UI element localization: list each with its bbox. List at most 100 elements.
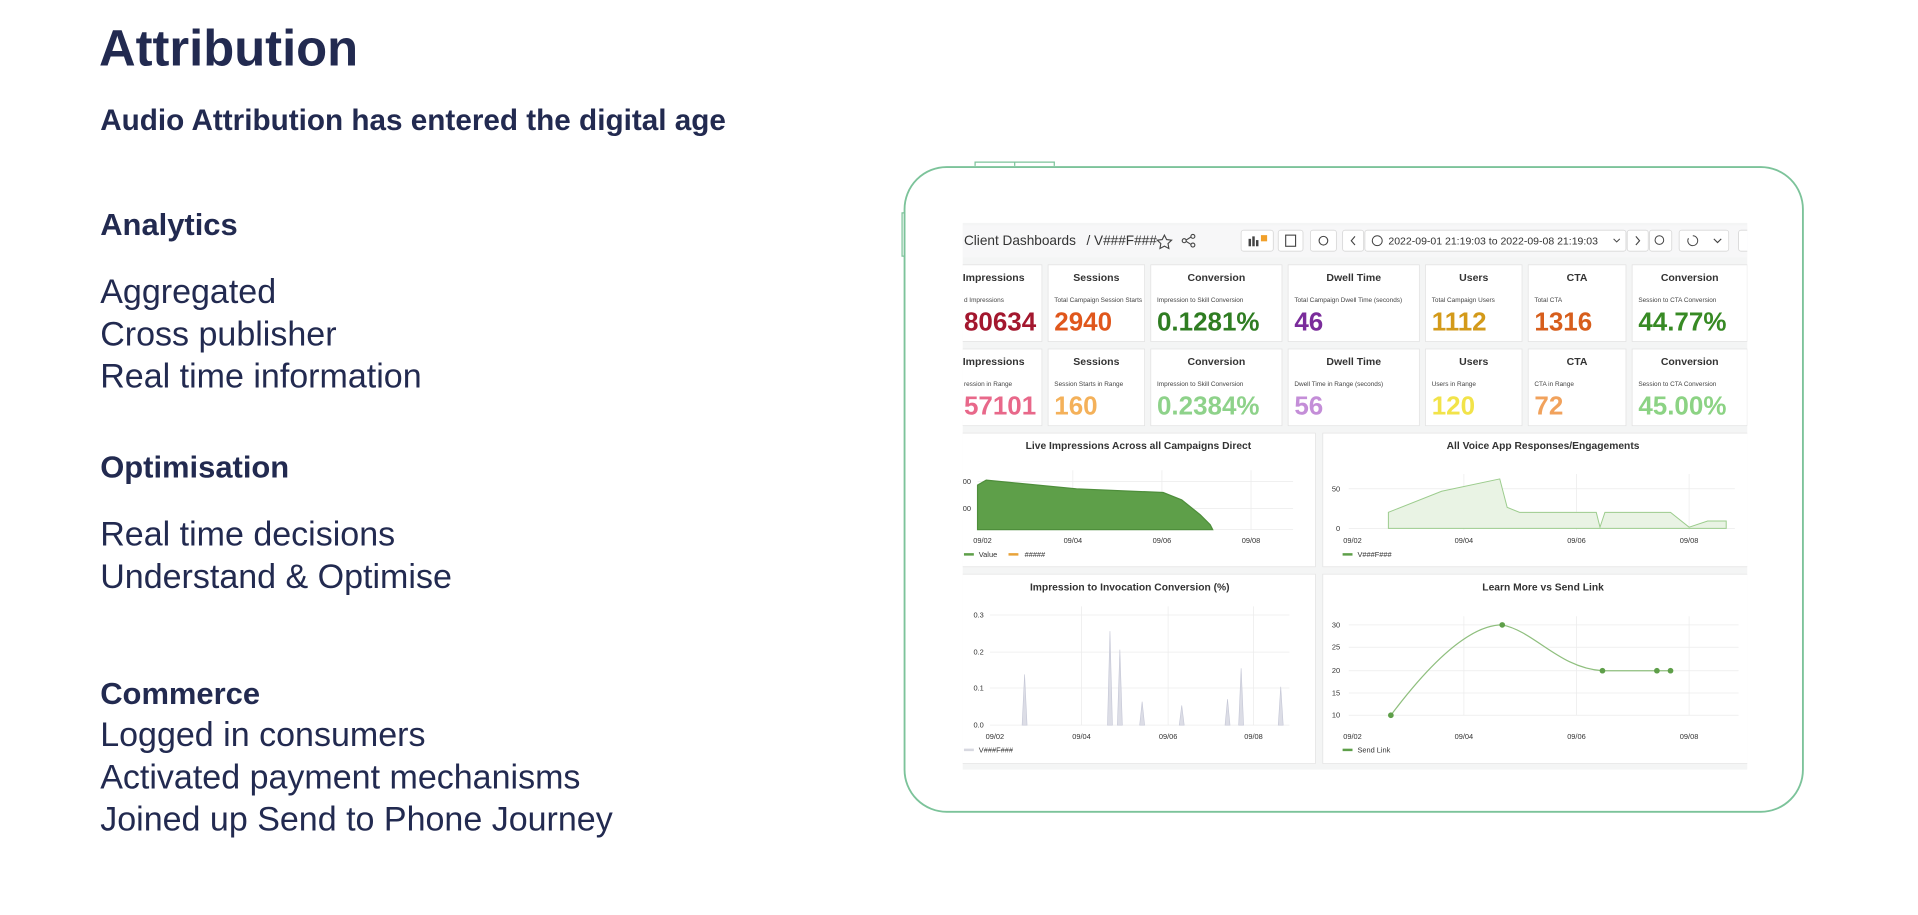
time-picker[interactable] xyxy=(1364,229,1627,252)
dashboard: Client Dashboards / V###F### 2022-09-01 … xyxy=(962,222,1764,770)
legend-label: Send Link xyxy=(1357,745,1390,754)
stat-title: Conversion xyxy=(1661,272,1719,284)
stat-value: 1112 xyxy=(1432,306,1487,336)
stat-panel xyxy=(1631,348,1748,427)
stat-subtitle: ression in Range xyxy=(964,381,1013,388)
stat-value: 0.1281% xyxy=(1157,306,1260,336)
y-tick-label: 0.1 xyxy=(973,684,983,693)
x-tick-label: 09/08 xyxy=(1244,732,1263,741)
forward-button[interactable] xyxy=(1626,229,1649,252)
panel-title: All Voice App Responses/Engagements xyxy=(1447,441,1640,452)
stat-title: Impressions xyxy=(963,356,1025,368)
save-button[interactable] xyxy=(1277,229,1304,252)
stat-panel xyxy=(1287,348,1420,427)
refresh-button[interactable] xyxy=(1678,229,1730,252)
section-heading: Analytics xyxy=(100,207,238,242)
panel-title: Live Impressions Across all Campaigns Di… xyxy=(1026,441,1252,452)
section-item: Real time decisions xyxy=(100,516,395,554)
stat-subtitle: Session to CTA Conversion xyxy=(1638,297,1716,304)
x-tick-label: 09/02 xyxy=(986,732,1005,741)
stat-subtitle: Total Campaign Dwell Time (seconds) xyxy=(1294,297,1402,304)
y-tick-label: 00 xyxy=(963,477,971,486)
x-tick-label: 09/08 xyxy=(1680,732,1699,741)
stat-subtitle: Total Campaign Session Starts xyxy=(1054,297,1142,304)
stat-panel xyxy=(1527,348,1627,427)
y-tick-label: 50 xyxy=(1332,484,1340,493)
stat-value: 44.77% xyxy=(1638,306,1726,336)
stat-title: Conversion xyxy=(1188,356,1246,368)
y-tick-label: 30 xyxy=(1332,620,1340,629)
section-item: Activated payment mechanisms xyxy=(100,758,580,796)
toolbar-icons xyxy=(1248,234,1722,247)
y-tick-label: 00 xyxy=(963,504,971,513)
stat-subtitle: Session Starts in Range xyxy=(1054,381,1123,388)
stat-panel xyxy=(1047,348,1145,427)
stat-panel xyxy=(1047,264,1145,342)
stat-subtitle: Session to CTA Conversion xyxy=(1638,381,1716,388)
stat-subtitle: Impression to Skill Conversion xyxy=(1157,381,1244,388)
legend-label: V###F### xyxy=(1357,550,1392,559)
y-tick-label: 10 xyxy=(1332,711,1340,720)
section-heading: Commerce xyxy=(100,676,260,711)
y-tick-label: 0 xyxy=(1336,524,1340,533)
stat-title: Sessions xyxy=(1073,272,1119,284)
stat-value: 45.00% xyxy=(1638,391,1726,421)
share-icon[interactable] xyxy=(1181,233,1196,248)
legend-label: Value xyxy=(979,550,997,559)
stat-panel xyxy=(1425,264,1523,342)
section-item: Cross publisher xyxy=(100,315,336,353)
stat-panel xyxy=(1425,348,1523,427)
stat-value: 56 xyxy=(1294,391,1323,421)
stat-panel xyxy=(1527,264,1627,342)
stat-title: Conversion xyxy=(1661,356,1719,368)
zoom-button[interactable] xyxy=(1649,229,1673,252)
section-item: Logged in consumers xyxy=(100,716,425,754)
stat-title: CTA xyxy=(1567,272,1588,284)
subtitle: Audio Attribution has entered the digita… xyxy=(100,104,726,137)
stat-subtitle: d Impressions xyxy=(964,297,1004,304)
y-tick-label: 15 xyxy=(1332,688,1340,697)
stat-subtitle: Total Campaign Users xyxy=(1432,297,1495,304)
x-tick-label: 09/02 xyxy=(1343,536,1362,545)
legend-label: V###F### xyxy=(979,745,1014,754)
breadcrumb: Client Dashboards xyxy=(964,233,1076,248)
stat-panel xyxy=(1150,264,1283,342)
stat-title: Dwell Time xyxy=(1326,272,1381,284)
section-heading: Optimisation xyxy=(100,450,289,485)
back-button[interactable] xyxy=(1342,229,1365,252)
title: Attribution xyxy=(99,20,358,77)
section-item: Understand & Optimise xyxy=(100,558,452,596)
panel-title: Impression to Invocation Conversion (%) xyxy=(1030,582,1230,593)
legend-label: ##### xyxy=(1025,550,1046,559)
stat-panel xyxy=(962,348,1043,427)
x-tick-label: 09/04 xyxy=(1072,732,1091,741)
section-item: Joined up Send to Phone Journey xyxy=(100,800,613,838)
star-icon[interactable] xyxy=(1155,233,1173,250)
impressions-area xyxy=(976,479,1214,531)
stat-value: 46 xyxy=(1294,306,1323,336)
stat-subtitle: CTA in Range xyxy=(1534,381,1574,388)
x-tick-label: 09/04 xyxy=(1064,536,1083,545)
panel-labels: Live Impressions Across all Campaigns Di… xyxy=(963,441,1699,754)
stat-value: 120 xyxy=(1432,391,1475,421)
send-link-points xyxy=(1388,622,1674,719)
x-tick-label: 09/02 xyxy=(1343,732,1362,741)
sections: Analytics Aggregated Cross publisher Real t… xyxy=(100,207,613,838)
x-tick-label: 09/06 xyxy=(1153,536,1172,545)
stat-title: Dwell Time xyxy=(1326,356,1381,368)
stat-title: Conversion xyxy=(1188,272,1246,284)
y-tick-label: 0.0 xyxy=(973,721,983,730)
view-button[interactable] xyxy=(1738,229,1764,252)
stat-panel xyxy=(1150,348,1283,427)
conversion-spikes xyxy=(1021,631,1284,726)
settings-button[interactable] xyxy=(1309,229,1337,252)
x-tick-label: 09/08 xyxy=(1680,536,1699,545)
device-frame xyxy=(901,161,1804,813)
x-tick-label: 09/08 xyxy=(1242,536,1261,545)
section-item: Real time information xyxy=(100,357,421,395)
y-tick-label: 20 xyxy=(1332,666,1340,675)
y-tick-label: 0.2 xyxy=(973,648,983,657)
stat-value: 160 xyxy=(1054,391,1097,421)
y-tick-label: 0.3 xyxy=(973,610,983,619)
